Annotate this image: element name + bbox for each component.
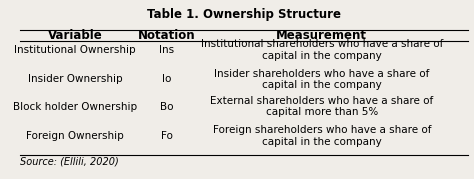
Text: Institutional Ownership: Institutional Ownership <box>14 45 136 55</box>
Text: Fo: Fo <box>161 131 173 141</box>
Text: Measurement: Measurement <box>276 29 367 42</box>
Text: Io: Io <box>162 74 171 84</box>
Text: Foreign Ownership: Foreign Ownership <box>26 131 124 141</box>
Text: Bo: Bo <box>160 102 173 112</box>
Text: Insider shareholders who have a share of
capital in the company: Insider shareholders who have a share of… <box>214 69 429 90</box>
Text: Variable: Variable <box>48 29 102 42</box>
Text: Source: (Ellili, 2020): Source: (Ellili, 2020) <box>20 157 119 167</box>
Text: Insider Ownership: Insider Ownership <box>28 74 122 84</box>
Text: Table 1. Ownership Structure: Table 1. Ownership Structure <box>147 8 341 21</box>
Text: Ins: Ins <box>159 45 174 55</box>
Text: Foreign shareholders who have a share of
capital in the company: Foreign shareholders who have a share of… <box>212 125 431 147</box>
Text: Notation: Notation <box>137 29 195 42</box>
Text: Institutional shareholders who have a share of
capital in the company: Institutional shareholders who have a sh… <box>201 40 443 61</box>
Text: External shareholders who have a share of
capital more than 5%: External shareholders who have a share o… <box>210 96 433 117</box>
Text: Block holder Ownership: Block holder Ownership <box>13 102 137 112</box>
